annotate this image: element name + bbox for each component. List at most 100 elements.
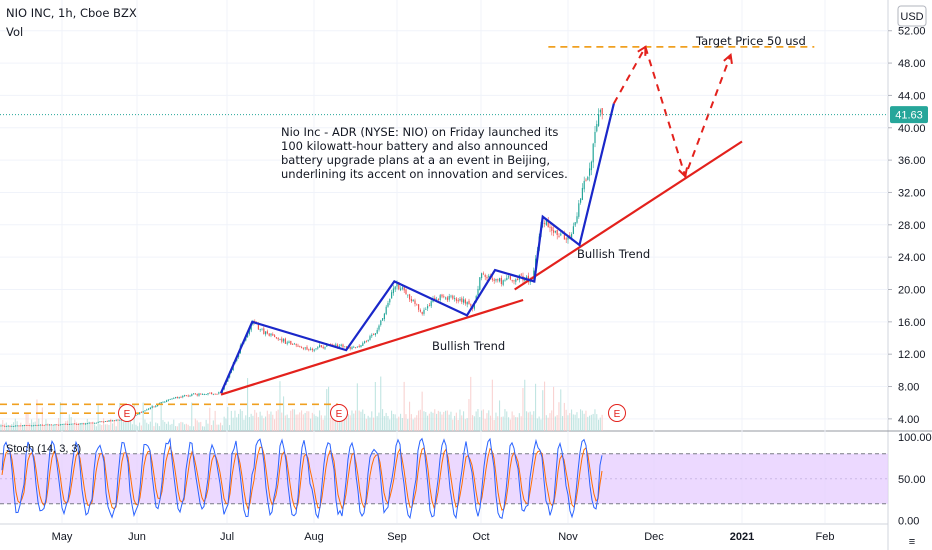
volume-bar: [517, 417, 519, 431]
volume-bar: [378, 412, 380, 431]
candle-body: [596, 124, 598, 132]
time-tick-label: Oct: [472, 531, 489, 543]
volume-bar: [403, 381, 405, 431]
volume-bar: [470, 376, 472, 431]
drawing-overlays[interactable]: [0, 44, 888, 415]
candle-body: [108, 420, 110, 422]
candle-body: [184, 395, 186, 396]
candle-body: [92, 422, 94, 424]
candle-body: [407, 294, 409, 296]
candle-body: [365, 341, 367, 343]
volume-bar: [61, 424, 63, 431]
candle-body: [445, 297, 447, 299]
trend-label-upper[interactable]: Bullish Trend: [577, 247, 650, 261]
volume-bar: [108, 424, 110, 431]
volume-bar: [450, 411, 452, 431]
candle-body: [97, 421, 99, 423]
volume-bar: [529, 411, 531, 431]
volume-bar: [432, 412, 434, 431]
stoch-label[interactable]: Stoch (14, 3, 3): [6, 443, 81, 455]
candle-body: [45, 424, 47, 426]
volume-bar: [581, 410, 583, 431]
trend-label-lower[interactable]: Bullish Trend: [432, 339, 505, 353]
volume-bar: [491, 379, 493, 431]
volume-bar: [14, 418, 16, 431]
candle-body: [85, 423, 87, 425]
volume-bar: [250, 413, 252, 431]
volume-bar: [158, 426, 160, 431]
price-tick-label: 16.00: [898, 317, 926, 329]
candle-body: [306, 346, 308, 350]
candle-body: [322, 346, 324, 349]
volume-label[interactable]: Vol: [6, 25, 23, 39]
volume-bar: [567, 415, 569, 431]
candle-body: [382, 318, 384, 321]
currency-button[interactable]: [897, 5, 927, 27]
volume-bar: [423, 411, 425, 431]
volume-bar: [176, 426, 178, 431]
volume-bar: [292, 409, 294, 431]
volume-bar: [360, 411, 362, 431]
earnings-marker-2[interactable]: E: [330, 404, 348, 422]
volume-bar: [275, 411, 277, 431]
candle-body: [110, 420, 112, 422]
stochastic-pane: [0, 437, 888, 520]
volume-bar: [319, 410, 321, 431]
news-line-1[interactable]: Nio Inc - ADR (NYSE: NIO) on Friday laun…: [281, 125, 558, 139]
candle-body: [587, 177, 589, 180]
news-line-4[interactable]: underlining its accent on innovation and…: [281, 167, 568, 181]
candle-body: [176, 396, 178, 399]
volume-bar: [311, 412, 313, 431]
candle-body: [23, 425, 25, 427]
candle-body: [212, 393, 214, 395]
candle-body: [398, 282, 400, 290]
candle-body: [25, 425, 27, 426]
target-label[interactable]: Target Price 50 usd: [695, 34, 806, 48]
candle-body: [319, 345, 321, 348]
candle-body: [376, 330, 378, 334]
candle-body: [356, 346, 358, 348]
candle-body: [281, 338, 283, 342]
candle-body: [194, 393, 196, 395]
candle-body: [104, 421, 106, 422]
volume-bar: [126, 418, 128, 431]
symbol-title[interactable]: NIO INC, 1h, Cboe BZX: [6, 6, 137, 20]
volume-bar: [558, 402, 560, 431]
volume-bar: [421, 391, 423, 431]
volume-bar: [243, 419, 245, 431]
candle-body: [47, 424, 49, 426]
candle-body: [185, 395, 187, 397]
price-tick-label: 48.00: [898, 58, 926, 70]
volume-bar: [445, 410, 447, 431]
candle-body: [477, 288, 479, 296]
news-line-2[interactable]: 100 kilowatt-hour battery and also annou…: [281, 139, 548, 153]
volume-bar: [247, 378, 249, 431]
time-scale[interactable]: May Jun Jul Aug Sep Oct Nov Dec 2021 Feb: [52, 531, 835, 543]
settings-icon[interactable]: ≡: [909, 536, 915, 548]
candle-body: [250, 324, 252, 331]
candle-body: [533, 270, 535, 280]
candle-body: [418, 304, 420, 310]
candle-body: [211, 392, 213, 395]
volume-bar: [200, 421, 202, 431]
candle-body: [414, 300, 416, 304]
volume-bar: [164, 421, 166, 431]
volume-bar: [266, 410, 268, 431]
candle-body: [166, 400, 168, 402]
candle-body: [103, 421, 105, 423]
earnings-marker-3[interactable]: E: [608, 404, 626, 422]
volume-bar: [479, 417, 481, 431]
candle-body: [565, 238, 567, 240]
news-line-3[interactable]: battery upgrade plans at a an event in B…: [281, 153, 550, 167]
price-scale[interactable]: 4.00 8.00 12.00 16.00 20.00 24.00 28.00 32.00 36…: [888, 26, 932, 528]
candle-body: [452, 295, 454, 299]
candle-body: [157, 404, 159, 407]
candle-body: [311, 348, 313, 351]
time-tick-label: Sep: [387, 531, 407, 543]
candle-body: [70, 423, 72, 425]
volume-bar: [531, 414, 533, 431]
candle-body: [412, 299, 414, 302]
volume-bar: [79, 423, 81, 431]
earnings-marker-1[interactable]: E: [118, 404, 136, 422]
